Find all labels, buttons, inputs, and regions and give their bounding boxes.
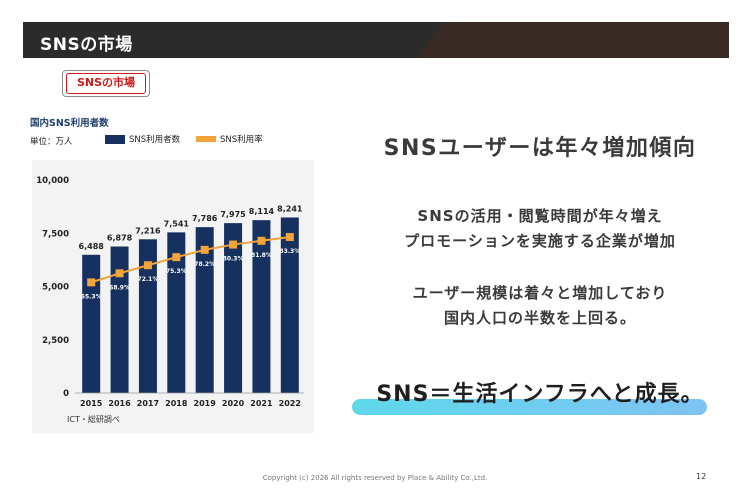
legend-label-rate: SNS利用率 <box>220 135 263 145</box>
body-line-1: SNSの活用・閲覧時間が年々増え <box>417 207 663 225</box>
legend-item-rate: SNS利用率 <box>196 133 263 145</box>
legend-swatch-bar <box>105 134 125 144</box>
rate-point <box>200 245 209 254</box>
bar <box>252 220 271 393</box>
bar-value-label: 7,975 <box>220 210 246 219</box>
rate-value-label: 65.3% <box>81 293 102 300</box>
y-tick-label: 7,500 <box>42 229 69 239</box>
x-tick-label: 2017 <box>137 399 159 408</box>
rate-value-label: 81.8% <box>251 252 272 259</box>
legend-label-users: SNS利用者数 <box>129 135 181 145</box>
body-line-2: プロモーションを実施する企業が増加 <box>404 232 676 250</box>
bar <box>138 239 157 393</box>
chart-panel: 0 2,500 5,000 7,500 10,000 6,488 2015 6,878 2016… <box>32 160 314 433</box>
bar <box>195 227 214 393</box>
x-tick-label: 2016 <box>108 399 131 408</box>
rate-point <box>229 240 238 249</box>
rate-value-label: 80.3% <box>223 256 244 263</box>
x-tick-label: 2022 <box>279 399 301 408</box>
rate-point <box>285 233 294 242</box>
rate-point <box>143 261 152 270</box>
y-tick-label: 2,500 <box>42 336 69 346</box>
chart: 0 2,500 5,000 7,500 10,000 6,488 2015 6,878 2016… <box>36 176 304 408</box>
rate-value-label: 83.3% <box>279 248 300 255</box>
rate-point <box>172 253 181 262</box>
x-tick-label: 2021 <box>250 399 273 408</box>
y-tick-label: 0 <box>63 389 69 399</box>
legend-swatch-line <box>196 136 216 142</box>
rate-point <box>115 269 124 278</box>
rate-value-label: 72.1% <box>138 276 159 283</box>
x-tick-label: 2020 <box>222 399 245 408</box>
body-line-3: ユーザー規模は着々と増加しており <box>412 284 668 302</box>
bar-value-label: 7,786 <box>192 214 218 223</box>
bar <box>167 232 186 393</box>
bar-value-label: 7,541 <box>164 219 190 228</box>
bar <box>82 254 101 393</box>
header-accent <box>23 22 443 58</box>
bar <box>110 246 129 393</box>
rate-point <box>87 278 96 287</box>
page-number: 12 <box>696 472 707 481</box>
unit-label: 単位：万人 <box>30 137 73 147</box>
tagline: SNS＝生活インフラへと成長。 <box>376 382 704 407</box>
bar-value-label: 6,878 <box>107 233 133 242</box>
bar <box>224 223 243 393</box>
x-tick-label: 2018 <box>165 399 188 408</box>
rate-point <box>257 236 266 245</box>
x-tick-label: 2019 <box>194 399 217 408</box>
y-tick-label: 5,000 <box>42 283 69 293</box>
page-title: SNSの市場 <box>40 35 133 55</box>
chart-source: ICT・総研調べ <box>67 415 120 424</box>
legend-item-users: SNS利用者数 <box>105 133 180 145</box>
section-badge-frame <box>62 70 150 97</box>
x-tick-label: 2015 <box>80 399 103 408</box>
chart-title: 国内SNS利用者数 <box>30 118 109 129</box>
copyright-text: Copyright (c) 2026 All rights reserved b… <box>262 474 488 482</box>
headline: SNSユーザーは年々増加傾向 <box>383 136 697 161</box>
bar-value-label: 8,114 <box>249 207 275 216</box>
bar <box>280 217 299 393</box>
rate-value-label: 68.9% <box>109 284 130 291</box>
rate-value-label: 78.2% <box>194 261 215 268</box>
rate-line <box>90 236 290 284</box>
bar-value-label: 7,216 <box>135 226 161 235</box>
rate-value-label: 75.3% <box>166 268 187 275</box>
section-badge: SNSの市場 <box>66 73 146 94</box>
y-tick-label: 10,000 <box>36 176 69 186</box>
tagline-highlight <box>352 399 707 415</box>
bar-value-label: 8,241 <box>277 204 303 213</box>
body-line-4: 国内人口の半数を上回る。 <box>443 309 636 327</box>
bar-value-label: 6,488 <box>79 242 105 251</box>
